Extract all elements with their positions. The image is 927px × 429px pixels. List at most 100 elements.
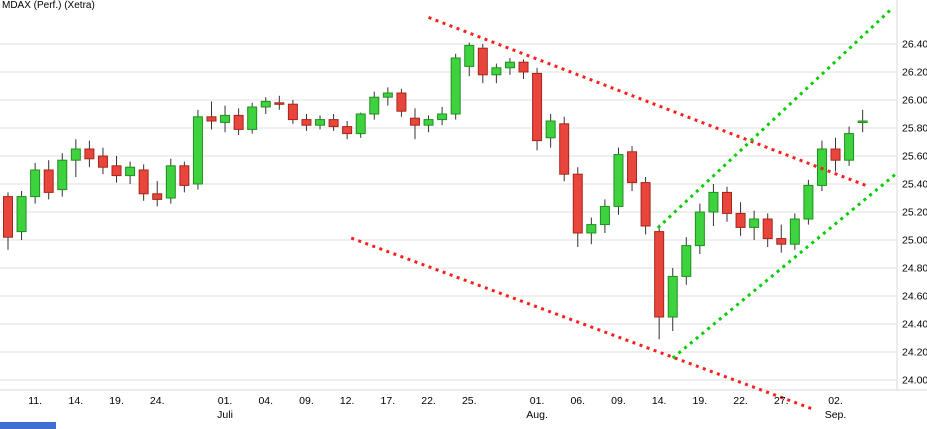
candle-down (735, 212, 746, 228)
x-axis-date-label: 09. (299, 395, 314, 407)
x-axis-month-label: Juli (217, 409, 233, 421)
candle-down (762, 218, 773, 240)
candle-down (627, 151, 638, 184)
candle-down (179, 165, 190, 186)
candle-up (247, 106, 258, 130)
candle-up (599, 205, 610, 226)
y-axis-tick-label: 25.200 (902, 207, 927, 219)
x-axis-month-label: Sep. (825, 409, 847, 421)
candle-down (776, 238, 787, 245)
candle-down (721, 191, 732, 214)
x-axis-date-label: 22. (733, 395, 748, 407)
x-axis-date-label: 25. (462, 395, 477, 407)
candle-up (708, 191, 719, 213)
x-axis-date-label: 14. (652, 395, 667, 407)
candle-up (315, 119, 326, 126)
chart-title: MDAX (Perf.) (Xetra) (2, 0, 95, 11)
candle-up (220, 114, 231, 123)
y-axis-tick-label: 26.200 (902, 67, 927, 79)
candle-down (111, 165, 122, 177)
candle-up (125, 166, 136, 177)
x-axis-date-label: 17. (381, 395, 396, 407)
x-axis-date-label: 02. (828, 395, 843, 407)
candle-up (70, 148, 81, 161)
candle-down (830, 148, 841, 161)
candle-down (3, 196, 13, 238)
y-axis-tick-label: 25.600 (902, 151, 927, 163)
x-axis-date-label: 27. (774, 395, 789, 407)
x-axis-date-label: 09. (611, 395, 626, 407)
candle-up (369, 96, 380, 115)
candle-up (586, 224, 597, 234)
candle-up (192, 116, 203, 185)
candle-down (409, 117, 420, 126)
y-axis-tick-label: 25.000 (902, 235, 927, 247)
rising-channel-lower-green-trendline (671, 172, 898, 360)
candle-down (640, 182, 651, 227)
candle-up (803, 184, 814, 220)
candle-down (396, 92, 407, 112)
y-axis-tick-label: 25.800 (902, 123, 927, 135)
x-axis-month-label: Aug. (526, 409, 548, 421)
y-axis-tick-label: 24.800 (902, 263, 927, 275)
candle-down (572, 173, 583, 234)
candle-up (857, 120, 868, 123)
candle-up (260, 100, 271, 108)
y-axis-tick-label: 24.000 (902, 375, 927, 387)
candle-down (274, 102, 285, 105)
candle-up (545, 120, 556, 139)
candle-up (464, 44, 475, 67)
x-axis-date-label: 11. (28, 395, 42, 407)
x-axis-date-label: 06. (570, 395, 585, 407)
falling-channel-upper-red-trendline (428, 15, 870, 189)
candle-up (30, 169, 41, 198)
y-axis-tick-label: 24.600 (902, 291, 927, 303)
candle-up (16, 196, 27, 233)
y-axis-tick-label: 26.000 (902, 95, 927, 107)
candle-up (491, 67, 502, 76)
x-axis-date-label: 14. (69, 395, 84, 407)
chart-scrollbar-handle[interactable] (0, 422, 56, 429)
x-axis-date-label: 19. (109, 395, 124, 407)
candle-down (152, 193, 163, 200)
candle-up (355, 113, 366, 135)
candle-up (789, 218, 800, 245)
x-axis-date-label: 12. (340, 395, 355, 407)
candle-down (301, 119, 312, 126)
candle-down (84, 148, 95, 160)
x-axis-date-label: 04. (258, 395, 273, 407)
candle-down (233, 114, 244, 130)
candle-down (43, 169, 54, 193)
candle-up (57, 159, 68, 191)
candle-up (613, 154, 624, 207)
candle-up (382, 92, 393, 98)
x-axis-date-label: 22. (421, 395, 436, 407)
candle-down (532, 72, 543, 142)
y-axis-tick-label: 26.400 (902, 39, 927, 51)
candle-up (423, 119, 434, 126)
x-axis-date-label: 19. (693, 395, 708, 407)
candle-up (450, 57, 461, 115)
candle-down (206, 116, 217, 122)
x-axis-date-label: 01. (530, 395, 545, 407)
candle-down (138, 169, 149, 195)
candle-up (681, 245, 692, 277)
rising-channel-upper-green-trendline (656, 6, 894, 230)
candle-down (518, 61, 529, 73)
candle-up (694, 211, 705, 247)
candle-down (97, 155, 108, 168)
x-axis-date-label: 24. (150, 395, 165, 407)
candle-down (287, 103, 298, 121)
candle-down (328, 119, 339, 128)
candle-up (165, 165, 176, 199)
candle-up (844, 133, 855, 161)
y-axis-tick-label: 25.400 (902, 179, 927, 191)
candle-up (504, 61, 515, 69)
y-axis-tick-label: 24.200 (902, 347, 927, 359)
candle-down (342, 126, 353, 135)
candle-up (437, 113, 448, 121)
candle-down (559, 123, 570, 175)
candle-up (749, 218, 760, 228)
